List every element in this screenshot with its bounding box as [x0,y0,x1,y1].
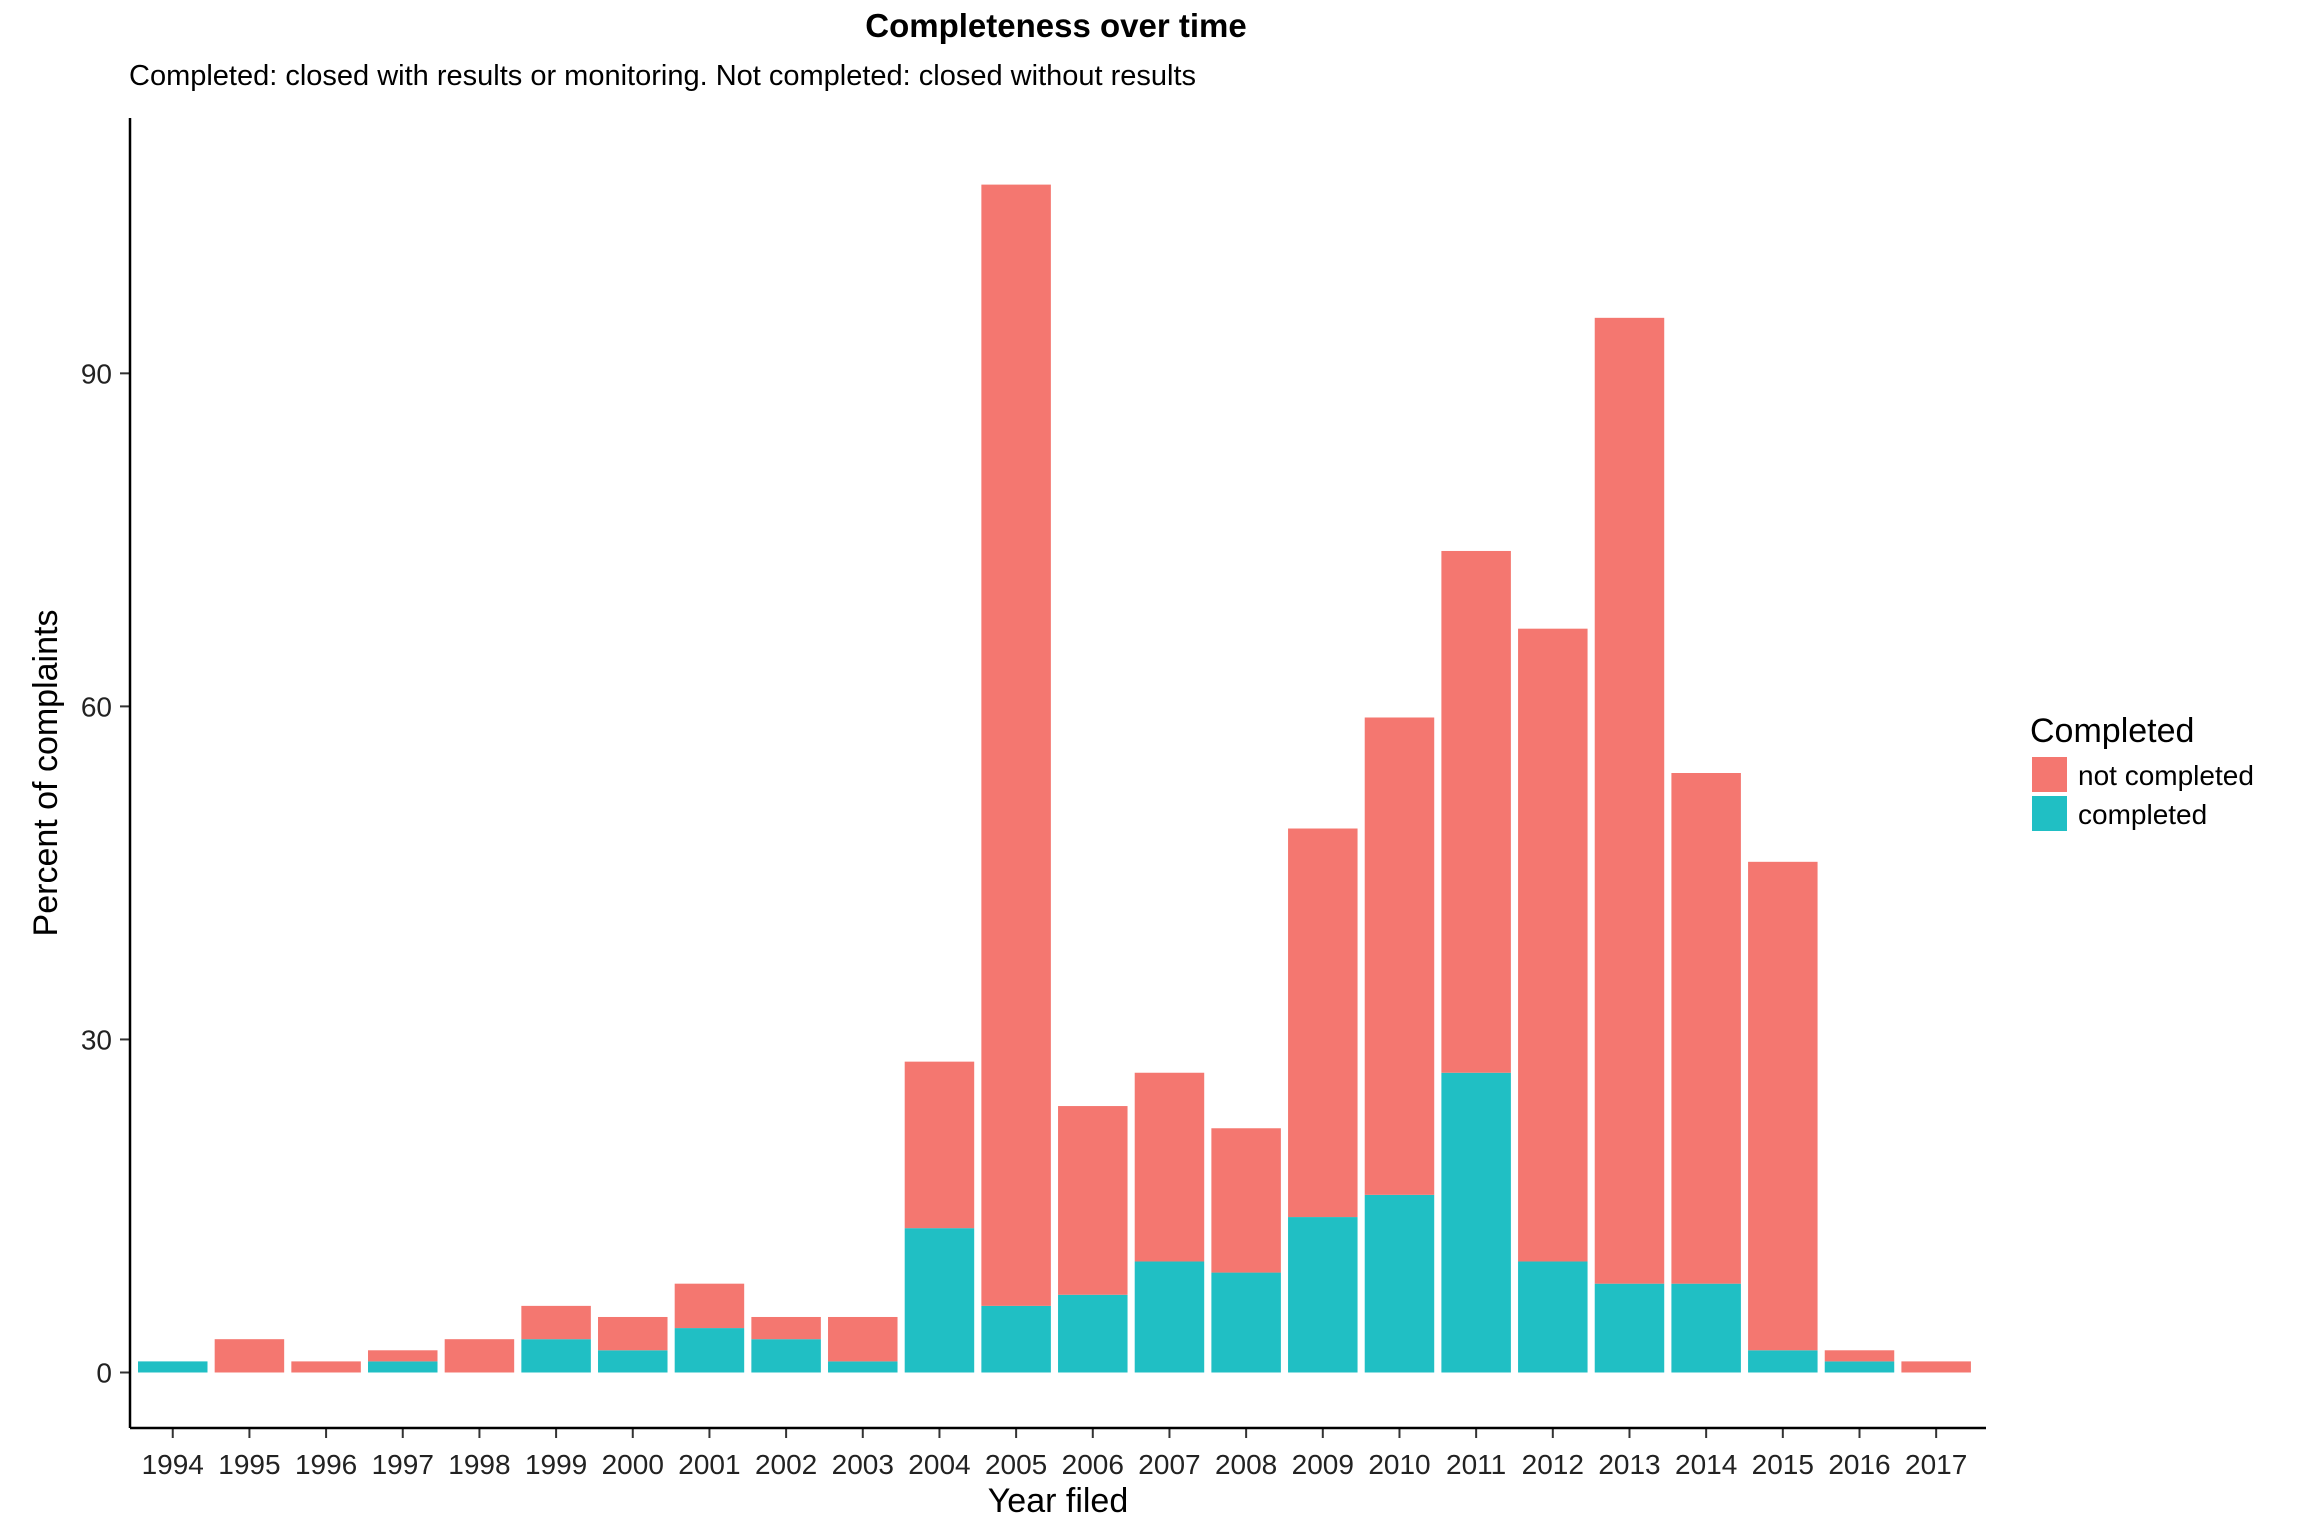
chart-title: Completeness over time [865,7,1246,44]
x-tick-label-2012: 2012 [1522,1449,1584,1480]
bar-not-completed-2014 [1671,773,1741,1284]
y-axis-ticks: 0 30 60 90 [81,358,130,1388]
x-tick-label-2008: 2008 [1215,1449,1277,1480]
x-tick-label-1995: 1995 [218,1449,280,1480]
bar-completed-2002 [751,1339,821,1373]
bar-not-completed-2010 [1364,717,1435,1195]
x-tick-label-2013: 2013 [1598,1449,1660,1480]
bar-not-completed-2017 [1901,1361,1971,1373]
bar-completed-2007 [1134,1261,1205,1373]
bar-completed-2001 [674,1328,745,1373]
bar-not-completed-2016 [1824,1350,1895,1362]
bar-completed-2013 [1594,1283,1665,1373]
bar-completed-1999 [521,1339,591,1373]
bar-not-completed-2002 [751,1316,821,1340]
bar-not-completed-1998 [444,1339,515,1373]
bar-not-completed-2009 [1288,828,1358,1218]
x-axis-ticks: 1994 1995 1996 1997 1998 1999 2000 2001 2002 2003… [142,1428,1967,1480]
bar-not-completed-2003 [828,1316,898,1362]
bar-not-completed-2005 [981,184,1051,1306]
x-tick-label-2003: 2003 [832,1449,894,1480]
bar-not-completed-2011 [1441,550,1511,1073]
legend-swatch-not-completed [2032,757,2067,792]
x-tick-label-2017: 2017 [1905,1449,1967,1480]
bar-not-completed-2006 [1058,1106,1128,1295]
x-tick-label-1996: 1996 [295,1449,357,1480]
bar-completed-2005 [981,1305,1051,1373]
bar-completed-2000 [598,1350,668,1373]
bar-not-completed-2007 [1134,1072,1205,1262]
x-tick-label-2009: 2009 [1292,1449,1354,1480]
bar-not-completed-1995 [214,1339,285,1373]
legend: Completed not completed completed [2030,712,2254,831]
x-tick-label-1997: 1997 [372,1449,434,1480]
x-tick-label-2016: 2016 [1828,1449,1890,1480]
bar-completed-2016 [1824,1361,1895,1373]
bar-completed-1997 [368,1361,438,1373]
bar-not-completed-2015 [1748,861,1818,1351]
bar-completed-1994 [138,1361,208,1373]
bar-not-completed-1996 [291,1361,361,1373]
x-tick-label-2014: 2014 [1675,1449,1737,1480]
x-tick-label-1998: 1998 [448,1449,510,1480]
legend-label-completed: completed [2078,799,2207,830]
bar-not-completed-2001 [674,1283,745,1329]
bar-completed-2008 [1211,1272,1281,1373]
bar-not-completed-2008 [1211,1128,1281,1273]
y-tick-label-0: 0 [96,1357,112,1388]
legend-swatch-completed [2032,796,2067,831]
x-tick-label-2007: 2007 [1138,1449,1200,1480]
bar-completed-2011 [1441,1072,1511,1373]
bar-completed-2009 [1288,1217,1358,1373]
bar-completed-2004 [904,1228,975,1373]
y-tick-label-90: 90 [81,358,112,389]
x-tick-label-2015: 2015 [1752,1449,1814,1480]
x-tick-label-2001: 2001 [678,1449,740,1480]
x-tick-label-2002: 2002 [755,1449,817,1480]
y-axis-title: Percent of complaints [27,610,65,937]
bar-not-completed-2013 [1594,317,1665,1284]
x-tick-label-2011: 2011 [1446,1449,1506,1480]
x-axis-title: Year filed [988,1482,1129,1520]
chart-subtitle: Completed: closed with results or monito… [129,60,1196,92]
y-tick-label-30: 30 [81,1024,112,1055]
bar-completed-2010 [1364,1194,1435,1373]
x-tick-label-2006: 2006 [1062,1449,1124,1480]
bar-not-completed-1999 [521,1305,591,1340]
y-tick-label-60: 60 [81,691,112,722]
bar-not-completed-1997 [368,1350,438,1362]
x-tick-label-1994: 1994 [142,1449,204,1480]
bar-completed-2006 [1058,1294,1128,1373]
bars-layer [138,184,1971,1373]
bar-not-completed-2012 [1518,628,1588,1262]
legend-label-not-completed: not completed [2078,760,2254,791]
legend-title: Completed [2030,712,2194,750]
bar-not-completed-2000 [598,1316,668,1351]
bar-completed-2014 [1671,1283,1741,1373]
x-tick-label-2004: 2004 [908,1449,970,1480]
x-tick-label-2010: 2010 [1368,1449,1430,1480]
bar-completed-2003 [828,1361,898,1373]
x-tick-label-2000: 2000 [602,1449,664,1480]
bar-not-completed-2004 [904,1061,975,1229]
bar-completed-2012 [1518,1261,1588,1373]
x-tick-label-1999: 1999 [525,1449,587,1480]
x-tick-label-2005: 2005 [985,1449,1047,1480]
bar-completed-2015 [1748,1350,1818,1373]
